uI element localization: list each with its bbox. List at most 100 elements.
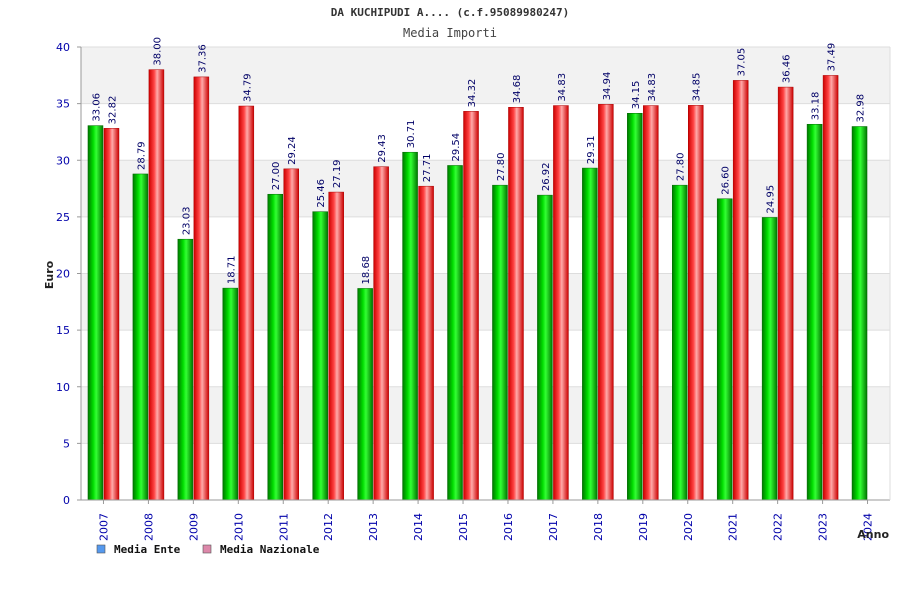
bar-media-ente-2021 — [716, 198, 733, 501]
value-label: 27.80 — [496, 153, 507, 182]
value-label: 26.92 — [541, 162, 552, 191]
value-label: 34.32 — [467, 79, 478, 108]
value-label: 32.82 — [107, 96, 118, 125]
legend-label-media-ente: Media Ente — [114, 543, 181, 556]
bar-media-ente-2009 — [177, 238, 194, 501]
bar-media-ente-2024 — [851, 126, 868, 501]
x-tick-label-2008: 2008 — [142, 513, 155, 541]
bar-media-nazionale-2018 — [598, 104, 614, 501]
value-label: 37.05 — [737, 48, 748, 77]
plot-band — [81, 216, 890, 274]
x-tick-label-2020: 2020 — [682, 513, 695, 541]
value-label: 38.00 — [152, 37, 163, 66]
x-tick-label-2023: 2023 — [817, 513, 830, 541]
value-label: 34.85 — [692, 73, 703, 102]
value-label: 27.19 — [332, 159, 343, 188]
value-label: 34.83 — [647, 73, 658, 102]
bar-media-nazionale-2019 — [643, 105, 659, 501]
x-tick-label-2014: 2014 — [412, 513, 425, 541]
x-tick-label-2010: 2010 — [232, 513, 245, 541]
y-tick-label: 40 — [56, 41, 70, 54]
plot-band — [81, 330, 890, 387]
y-tick-label: 35 — [56, 98, 70, 111]
value-label: 26.60 — [721, 166, 732, 195]
value-label: 36.46 — [782, 54, 793, 83]
value-label: 27.00 — [271, 162, 282, 191]
value-label: 34.15 — [631, 81, 642, 110]
value-label: 33.18 — [811, 92, 822, 121]
x-tick-label-2011: 2011 — [277, 513, 290, 541]
value-label: 25.46 — [316, 179, 327, 208]
bar-media-ente-2011 — [267, 193, 283, 501]
y-tick-labels: 0 5 10 15 20 25 30 35 40 — [56, 41, 70, 507]
x-tick-label-2022: 2022 — [772, 513, 785, 541]
x-tick-label-2021: 2021 — [727, 513, 740, 541]
value-label: 32.98 — [856, 94, 867, 123]
y-tick-label: 30 — [56, 154, 70, 167]
bar-media-ente-2023 — [806, 123, 823, 501]
bar-media-nazionale-2023 — [822, 75, 839, 501]
plot-band — [81, 160, 890, 217]
x-tick-label-2016: 2016 — [502, 513, 515, 541]
plot-band — [81, 386, 890, 444]
value-label: 18.68 — [361, 256, 372, 285]
value-label: 29.24 — [287, 136, 298, 165]
bar-media-nazionale-2020 — [688, 105, 704, 501]
y-tick-label: 15 — [56, 324, 70, 337]
bar-media-nazionale-2017 — [553, 105, 569, 501]
x-tick-label-2012: 2012 — [322, 513, 335, 541]
bar-media-ente-2012 — [312, 211, 328, 501]
bar-media-ente-2018 — [582, 167, 598, 501]
bar-media-nazionale-2008 — [148, 69, 165, 501]
bar-media-ente-2016 — [492, 184, 508, 501]
value-label: 23.03 — [181, 207, 192, 236]
bar-media-nazionale-2022 — [777, 86, 794, 501]
bar-media-nazionale-2021 — [732, 80, 749, 501]
y-tick-label: 5 — [63, 437, 70, 450]
y-axis-label: Euro — [43, 260, 56, 289]
bar-media-ente-2008 — [132, 173, 149, 501]
bar-media-ente-2015 — [447, 165, 463, 501]
value-label: 29.43 — [377, 134, 388, 163]
bar-media-nazionale-2016 — [508, 106, 524, 501]
chart-title: DA KUCHIPUDI A.... (c.f.95089980247) — [331, 6, 569, 19]
bar-media-nazionale-2012 — [328, 191, 344, 501]
bar-media-nazionale-2007 — [103, 128, 120, 501]
value-label: 29.54 — [451, 133, 462, 162]
bar-media-nazionale-2015 — [463, 111, 479, 501]
x-tick-labels: 2007 2008 2009 2010 2011 2012 2013 2014 2015 2016… — [97, 500, 875, 541]
x-tick-label-2009: 2009 — [187, 513, 200, 541]
value-label: 29.31 — [586, 135, 597, 164]
bar-media-ente-2007 — [87, 125, 104, 501]
value-label: 34.68 — [512, 75, 523, 104]
chart-subtitle: Media Importi — [403, 26, 497, 40]
value-labels: 33.06 32.82 28.79 38.00 23.03 37.36 18.71 34.79… — [91, 37, 866, 284]
value-label: 27.80 — [676, 153, 687, 182]
bar-media-ente-2017 — [537, 194, 553, 501]
plot-band — [81, 443, 890, 500]
value-label: 27.71 — [422, 154, 433, 183]
bar-media-ente-2014 — [402, 151, 418, 501]
value-label: 33.06 — [91, 93, 102, 122]
axes — [80, 47, 891, 501]
bar-media-ente-2022 — [761, 217, 778, 501]
y-tick-label: 10 — [56, 381, 70, 394]
value-label: 34.83 — [557, 73, 568, 102]
legend-swatch-media-nazionale — [202, 544, 212, 554]
x-axis-label: Anno — [857, 528, 889, 541]
bar-media-ente-2020 — [672, 184, 688, 501]
value-label: 18.71 — [226, 255, 237, 284]
y-tick-label: 0 — [63, 494, 70, 507]
x-tick-label-2018: 2018 — [592, 513, 605, 541]
x-tick-label-2024: 2024 — [862, 513, 875, 541]
bar-media-ente-2010 — [222, 287, 239, 501]
bar-media-nazionale-2009 — [193, 76, 210, 501]
y-tick-label: 20 — [56, 268, 70, 281]
plot-band — [81, 103, 890, 161]
plot-band — [81, 273, 890, 331]
plot-area — [81, 47, 890, 500]
x-tick-label-2013: 2013 — [367, 513, 380, 541]
value-label: 30.71 — [406, 120, 417, 149]
bar-media-nazionale-2013 — [373, 166, 389, 501]
